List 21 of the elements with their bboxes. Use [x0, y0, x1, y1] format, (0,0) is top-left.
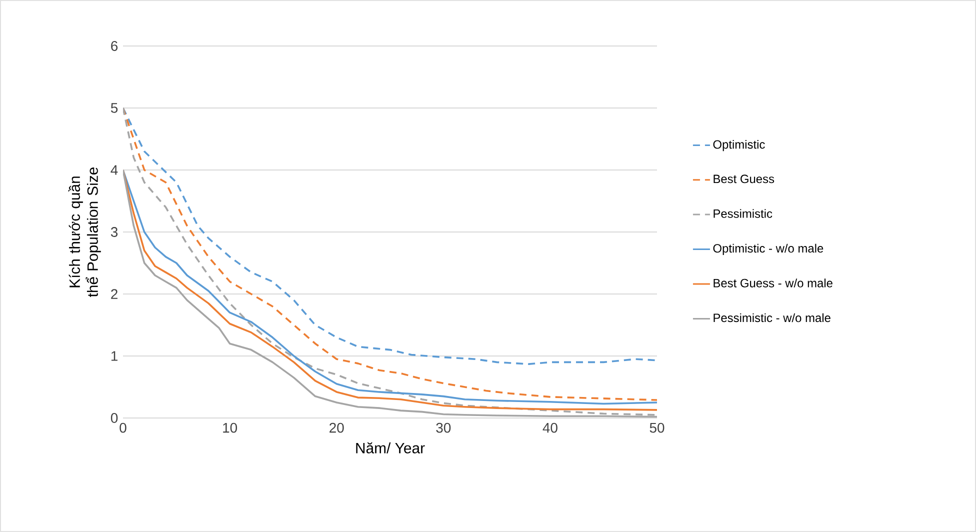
legend-label: Optimistic - w/o male — [713, 244, 824, 255]
x-tick-label: 30 — [436, 422, 451, 433]
y-tick-label: 1 — [111, 351, 118, 361]
x-axis-title: Năm/ Year — [356, 442, 425, 454]
y-tick-label: 3 — [110, 227, 118, 237]
legend-label: Pessimistic - w/o male — [714, 313, 830, 322]
x-tick-label: 40 — [542, 422, 558, 433]
x-tick-label: 10 — [223, 422, 238, 433]
legend-label: Pessimistic — [714, 209, 772, 218]
legend-label: Optimistic — [713, 140, 765, 152]
x-tick-label: 0 — [120, 422, 126, 433]
y-tick-label: 6 — [111, 41, 118, 51]
legend-label: Best Guess - w/o male — [714, 278, 832, 288]
legend-label: Best Guess — [714, 174, 774, 184]
y-tick-label: 2 — [111, 289, 118, 299]
y-axis-title: Kích thước quần thể Population Size — [68, 167, 101, 297]
y-tick-label: 5 — [110, 103, 118, 113]
x-tick-label: 20 — [330, 422, 344, 433]
x-tick-label: 50 — [650, 422, 664, 433]
y-tick-label: 0 — [110, 413, 118, 423]
y-tick-label: 4 — [110, 165, 118, 175]
